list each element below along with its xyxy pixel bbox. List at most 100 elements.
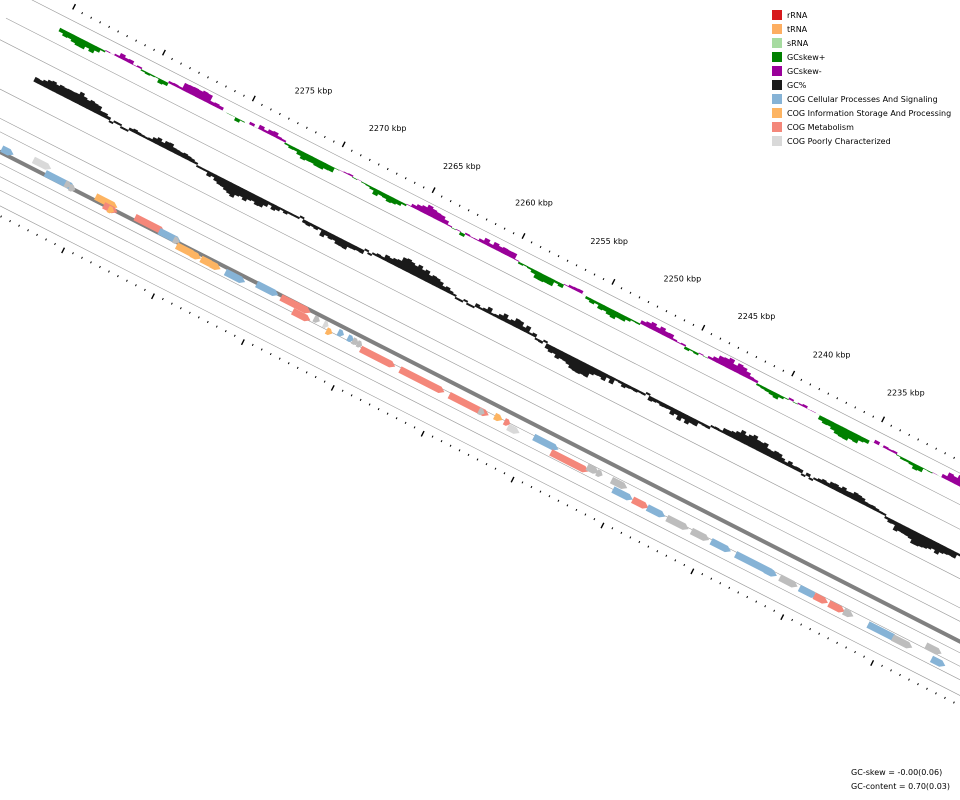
gc-skew-bar bbox=[109, 52, 115, 56]
scale-ticks bbox=[0, 3, 956, 704]
gc-skew-bar bbox=[916, 465, 924, 473]
gc-content-bar bbox=[614, 378, 620, 383]
gc-content-bar bbox=[358, 248, 365, 255]
scale-tick bbox=[431, 435, 434, 438]
gc-skew-bar bbox=[887, 448, 893, 453]
gc-skew-bar bbox=[738, 366, 748, 377]
legend-item: COG Information Storage And Processing bbox=[772, 106, 951, 120]
scale-tick bbox=[629, 291, 632, 294]
gene-feature bbox=[63, 180, 71, 188]
gc-skew-bar bbox=[195, 89, 204, 100]
gene-feature bbox=[609, 476, 628, 489]
gc-content-bar bbox=[839, 486, 848, 495]
gc-skew-bar bbox=[226, 112, 232, 116]
scale-tick bbox=[881, 664, 883, 667]
gc-skew-bar bbox=[801, 403, 808, 409]
gc-content-bar bbox=[63, 88, 73, 100]
scale-tick bbox=[314, 375, 317, 379]
gc-skew-bar bbox=[428, 208, 438, 219]
gc-skew-bar bbox=[797, 402, 803, 407]
scale-tick bbox=[575, 264, 578, 267]
scale-label: 2265 kbp bbox=[443, 162, 481, 171]
gene-feature bbox=[171, 236, 180, 245]
scale-tick bbox=[818, 387, 821, 391]
scale-tick bbox=[27, 229, 29, 232]
scale-tick bbox=[108, 25, 111, 29]
gc-skew-bar bbox=[899, 456, 906, 461]
gc-content-bar bbox=[454, 296, 460, 301]
scale-tick bbox=[899, 429, 902, 432]
gc-content-bar bbox=[262, 199, 270, 208]
scale-tick bbox=[305, 126, 308, 129]
gc-content-bar bbox=[790, 464, 796, 470]
srna-swatch bbox=[772, 38, 782, 48]
gc-skew-bar bbox=[410, 203, 418, 210]
gc-skew-bar bbox=[249, 121, 256, 127]
gc-skew-bar bbox=[752, 378, 759, 384]
gc-skew-bar bbox=[833, 424, 843, 436]
gc-skew-bar bbox=[377, 190, 385, 197]
gc-skew-bar bbox=[221, 110, 227, 113]
legend-item: COG Poorly Characterized bbox=[772, 134, 951, 148]
scale-tick bbox=[395, 172, 398, 175]
legend-label: tRNA bbox=[787, 24, 808, 34]
gc-content-bar bbox=[143, 135, 149, 140]
scale-tick bbox=[827, 392, 830, 395]
scale-tick bbox=[476, 458, 479, 461]
scale-tick bbox=[557, 499, 560, 502]
gc-skew-bar bbox=[154, 75, 160, 80]
gc-skew-bar bbox=[217, 105, 224, 111]
gc-skew-bar bbox=[280, 138, 287, 143]
scale-tick bbox=[683, 563, 686, 567]
gc-content-bar bbox=[617, 380, 624, 385]
scale-tick bbox=[251, 95, 256, 102]
gc-skew-bar bbox=[702, 355, 708, 359]
gc-content-bar bbox=[282, 209, 289, 215]
gc-skew-bar bbox=[186, 84, 195, 95]
gc-skew-bar bbox=[132, 63, 138, 68]
gc-skew-bar bbox=[292, 147, 299, 152]
gc-content-bar bbox=[931, 541, 939, 551]
scale-tick bbox=[395, 417, 398, 420]
gc-content-bar bbox=[257, 197, 266, 208]
legend-label: sRNA bbox=[787, 38, 809, 48]
gc-content-bar bbox=[436, 280, 444, 290]
scale-tick bbox=[638, 540, 641, 544]
scale-tick bbox=[710, 332, 713, 336]
gc-content-swatch bbox=[772, 80, 782, 90]
gc-content-bar bbox=[219, 178, 228, 188]
scale-tick bbox=[377, 163, 380, 166]
gc-skew-bar bbox=[945, 472, 955, 482]
gc-content-bar bbox=[501, 313, 509, 323]
gc-skew-bar bbox=[487, 242, 494, 249]
gc-content-bar bbox=[375, 253, 382, 259]
scale-tick bbox=[234, 89, 236, 93]
gc-skew-bar bbox=[177, 85, 184, 90]
feature-track bbox=[0, 145, 946, 667]
gene-feature bbox=[223, 268, 246, 283]
scale-tick bbox=[99, 21, 102, 24]
scale-tick bbox=[90, 261, 92, 264]
scale-label: 2240 kbp bbox=[813, 351, 851, 360]
scale-tick bbox=[953, 456, 956, 459]
scale-tick bbox=[818, 632, 821, 635]
gc-content-bar bbox=[850, 491, 859, 501]
scale-tick bbox=[269, 352, 272, 356]
scale-label: 2260 kbp bbox=[515, 199, 553, 208]
gc-content-bar bbox=[655, 399, 662, 405]
gene-feature bbox=[31, 156, 52, 170]
guide-line bbox=[0, 39, 960, 530]
legend-label: COG Cellular Processes And Signaling bbox=[787, 94, 938, 104]
scale-tick bbox=[197, 316, 200, 319]
gc-content-bar bbox=[565, 354, 574, 366]
scale-tick bbox=[485, 462, 488, 466]
scale-tick bbox=[600, 522, 605, 529]
scale-tick bbox=[503, 227, 506, 230]
gc-content-bar bbox=[828, 481, 836, 489]
scale-tick bbox=[656, 305, 659, 308]
gc-skew-bar bbox=[693, 351, 699, 356]
gene-feature bbox=[324, 327, 333, 336]
gc-skew-bar bbox=[630, 318, 636, 323]
guide-line bbox=[5, 17, 960, 505]
gene-feature bbox=[734, 551, 776, 576]
